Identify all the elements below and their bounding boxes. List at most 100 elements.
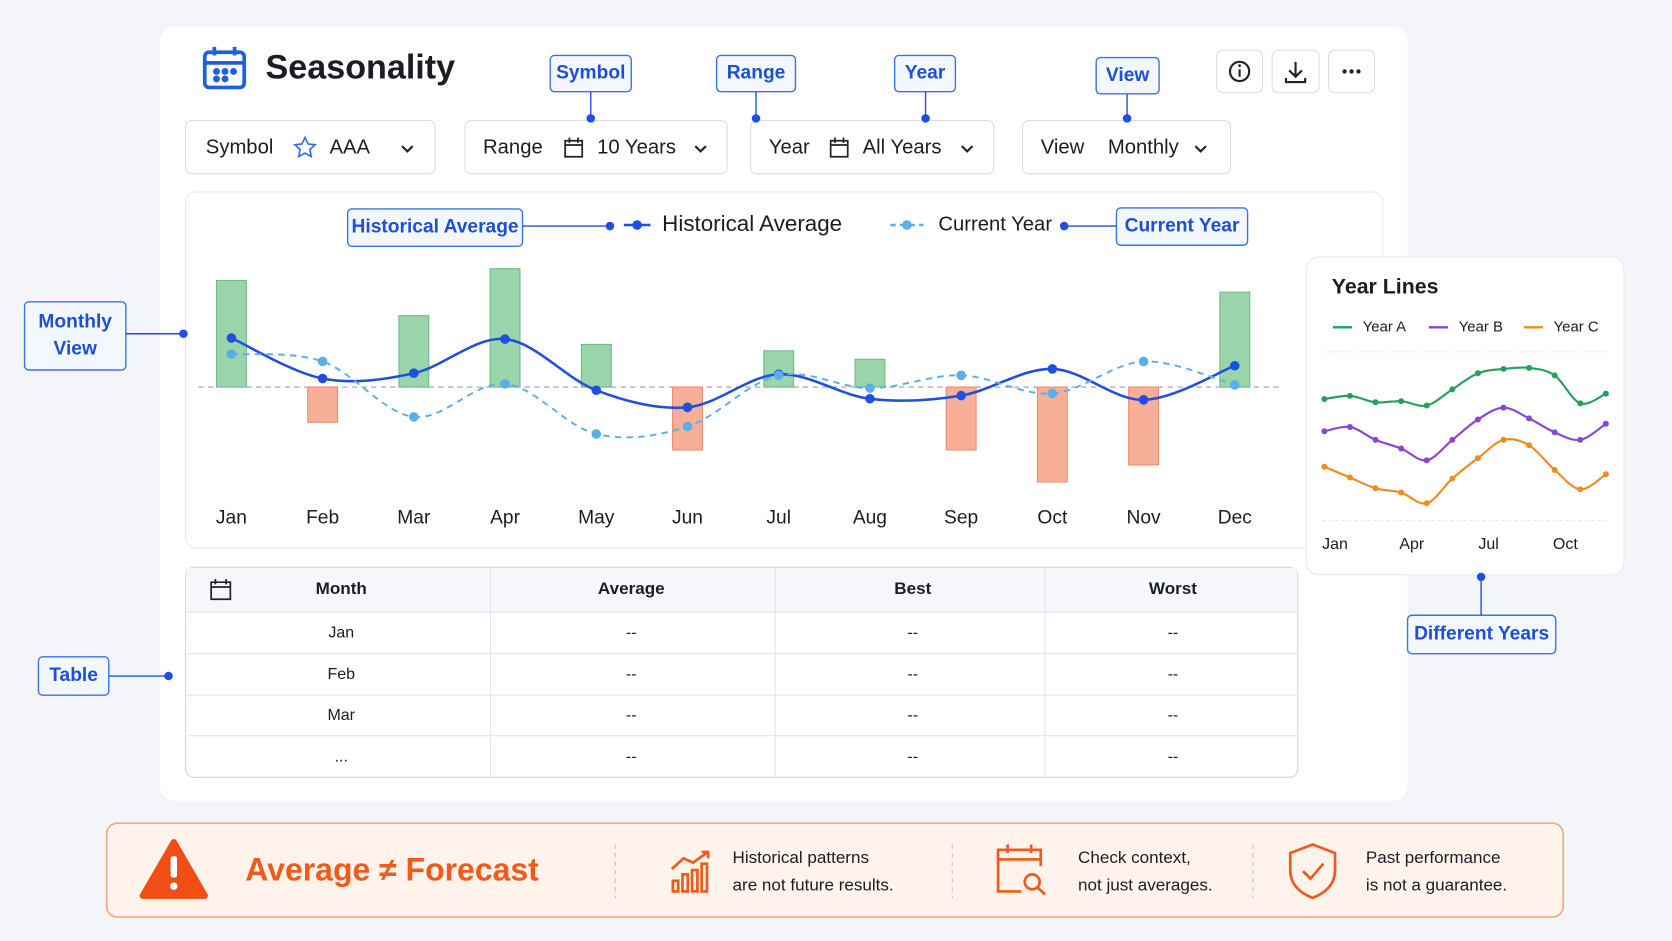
- banner-dividers: [614, 844, 1254, 898]
- callout-text: Year: [905, 63, 946, 84]
- dropdown[interactable]: Range 10 Years: [464, 119, 728, 175]
- callout-text: Historical Average: [352, 217, 519, 238]
- column-header: Worst: [1149, 579, 1197, 598]
- line-point: [1449, 386, 1456, 393]
- x-tick-label: Jan: [216, 507, 247, 528]
- bar: [763, 350, 795, 388]
- x-tick-label: Jan: [1322, 536, 1348, 553]
- x-tick-label: Jun: [672, 507, 703, 528]
- more-button[interactable]: [1328, 49, 1376, 94]
- line-point: [1602, 471, 1609, 478]
- line-point: [1423, 402, 1430, 409]
- x-tick-label: May: [578, 507, 615, 528]
- line-point: [1423, 457, 1430, 464]
- line-point: [500, 379, 510, 389]
- line-point: [1526, 364, 1533, 371]
- bar: [1219, 291, 1251, 388]
- line-point: [682, 421, 693, 432]
- chart-icon: [670, 850, 710, 893]
- callout-box: [346, 208, 524, 248]
- line-point: [1346, 474, 1353, 481]
- table-cell: --: [626, 707, 637, 724]
- dropdown-value: All Years: [863, 137, 942, 159]
- line-point: [1372, 399, 1379, 406]
- table-cell: --: [626, 666, 637, 683]
- x-tick-label: Jul: [1478, 536, 1498, 553]
- bar: [489, 268, 521, 388]
- line-point: [956, 370, 966, 381]
- bar: [580, 343, 612, 388]
- line-point: [1321, 463, 1328, 470]
- x-tick-label: Sep: [944, 507, 978, 528]
- line-point: [317, 373, 328, 384]
- x-tick-label: Nov: [1127, 507, 1162, 528]
- x-tick-label: Oct: [1037, 507, 1068, 528]
- x-tick-label: Oct: [1553, 536, 1578, 553]
- dropdown-label: Symbol: [206, 137, 274, 159]
- table: [185, 566, 1299, 778]
- dropdown-box: [185, 119, 436, 175]
- chevron: [694, 145, 707, 153]
- line-point: [865, 383, 875, 393]
- dropdown-value: Monthly: [1108, 137, 1180, 159]
- bar: [1036, 386, 1068, 483]
- line-point: [956, 390, 966, 401]
- banner-note: Past performance: [1366, 848, 1501, 867]
- legend-label: Year A: [1363, 318, 1406, 335]
- line-point: [1551, 372, 1558, 379]
- banner-note: is not a guarantee.: [1366, 876, 1507, 895]
- callout-text: Symbol: [556, 63, 625, 84]
- line-point: [1138, 395, 1149, 405]
- table-cell: --: [1168, 625, 1179, 642]
- line-point: [1602, 420, 1609, 427]
- table-cell: --: [907, 707, 918, 724]
- x-tick-label: Apr: [490, 507, 520, 528]
- bar: [307, 386, 339, 423]
- line-point: [1372, 485, 1379, 492]
- line-point: [1526, 415, 1533, 422]
- callout-text: View: [1106, 65, 1149, 86]
- star-icon: [293, 135, 317, 159]
- warning-banner: [105, 822, 1565, 918]
- table-cell: --: [1168, 707, 1179, 724]
- dropdown[interactable]: View Monthly: [1022, 119, 1232, 175]
- line-point: [1229, 380, 1240, 390]
- callout-dot: [1476, 572, 1486, 582]
- column-header: Best: [894, 579, 931, 598]
- dropdown-value: AAA: [330, 137, 371, 159]
- line-point: [1577, 486, 1584, 493]
- table-cell: --: [626, 625, 637, 642]
- column-header: Month: [316, 579, 367, 598]
- line-point: [1500, 365, 1507, 372]
- line-point: [591, 429, 602, 439]
- callout-dot: [921, 114, 930, 123]
- shield-icon: [1288, 843, 1337, 900]
- line-point: [1398, 398, 1405, 405]
- table-cell: Feb: [327, 666, 355, 683]
- calendar-icon: [210, 578, 232, 601]
- table-cell: --: [626, 748, 637, 765]
- dropdown-label: Year: [769, 137, 810, 159]
- dropdown[interactable]: Symbol AAA: [185, 119, 436, 175]
- line-point: [1047, 364, 1058, 374]
- dropdown-box: [464, 119, 728, 175]
- banner-note: are not future results.: [733, 876, 894, 895]
- info-button[interactable]: [1216, 49, 1264, 94]
- table-cell: --: [907, 666, 918, 683]
- download-button[interactable]: [1271, 49, 1320, 94]
- chevron: [961, 145, 974, 153]
- line-point: [1138, 356, 1149, 367]
- callout-text: Range: [727, 63, 786, 84]
- dropdown-box: [750, 119, 995, 175]
- banner-note: not just averages.: [1078, 876, 1213, 895]
- line-point: [1551, 466, 1558, 473]
- calendar-icon: [564, 137, 584, 158]
- dropdown[interactable]: Year All Years: [750, 119, 995, 175]
- callout-text: Monthly: [38, 312, 112, 333]
- x-tick-label: Jul: [766, 507, 791, 528]
- line-point: [682, 402, 693, 413]
- table-cell: Jan: [328, 625, 354, 642]
- line-point: [1372, 436, 1379, 443]
- dropdown-label: View: [1041, 137, 1085, 159]
- line-point: [1321, 396, 1328, 403]
